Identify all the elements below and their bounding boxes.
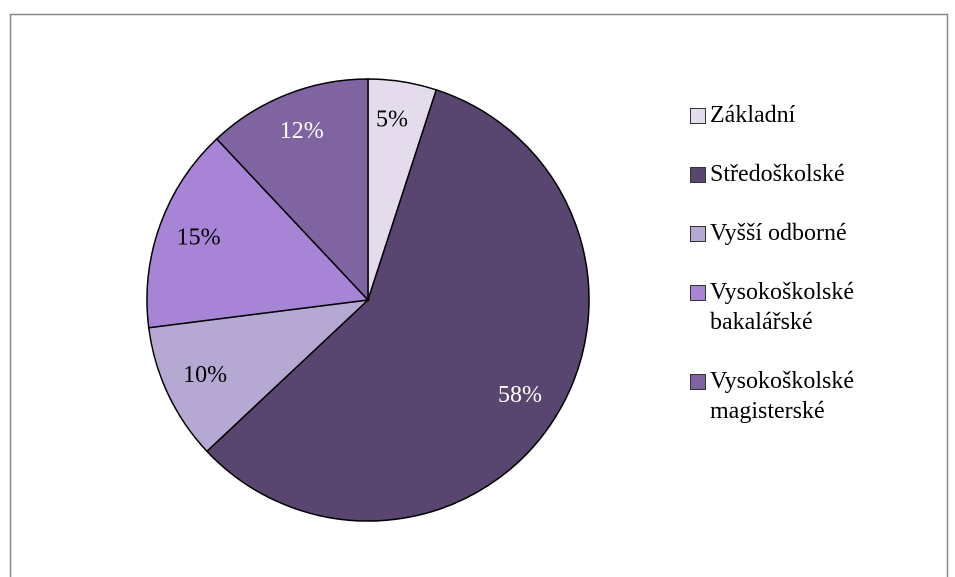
data-label: 10% xyxy=(183,362,227,388)
pie-slice xyxy=(215,78,369,302)
legend-swatch xyxy=(690,108,706,124)
legend-label: Středoškolské xyxy=(710,161,845,187)
legend-item: Vyšší odborné xyxy=(690,218,890,248)
legend-label: Vyšší odborné xyxy=(710,220,847,246)
pie-slice xyxy=(146,137,370,329)
data-label: 15% xyxy=(177,225,221,251)
legend-item: Vysokoškolské bakalářské xyxy=(690,277,890,337)
legend: Základní Středoškolské Vyšší odborné Vysoko… xyxy=(690,100,890,455)
data-label: 12% xyxy=(280,118,324,144)
pie-slice xyxy=(205,88,590,522)
legend-swatch xyxy=(690,374,706,390)
chart-frame xyxy=(9,13,949,577)
legend-swatch xyxy=(690,285,706,301)
legend-item: Středoškolské xyxy=(690,159,890,189)
legend-item: Vysokoškolské magisterské xyxy=(690,366,890,426)
legend-swatch xyxy=(690,226,706,242)
pie-slice xyxy=(147,298,371,453)
data-label: 5% xyxy=(376,107,408,133)
data-label: 58% xyxy=(498,382,542,408)
legend-label: Vysokoškolské magisterské xyxy=(710,368,855,424)
legend-label: Základní xyxy=(710,102,796,128)
legend-item: Základní xyxy=(690,100,890,130)
legend-swatch xyxy=(690,167,706,183)
legend-label: Vysokoškolské bakalářské xyxy=(710,279,855,335)
